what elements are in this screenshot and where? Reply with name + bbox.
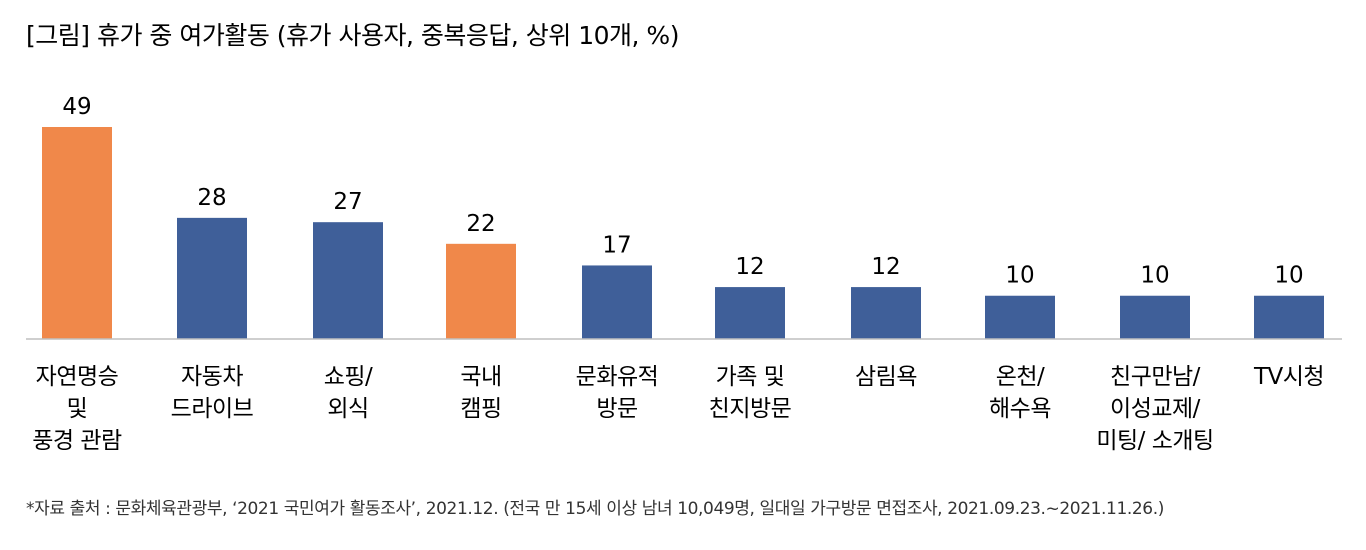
category-label-8-line-2: 해수욕 [989,396,1051,422]
value-label-9: 10 [1140,263,1169,289]
category-label-1-line-2: 및 [67,396,88,422]
bar-8 [985,295,1055,339]
category-label-5-line-2: 방문 [596,396,637,422]
bar-5 [582,265,652,339]
category-label-1-line-1: 자연명승 [36,364,119,390]
category-label-2-line-2: 드라이브 [171,396,254,422]
category-label-4-line-1: 국내 [460,364,501,390]
category-label-5-line-1: 문화유적 [576,364,659,390]
value-label-7: 12 [871,254,900,280]
bar-4 [446,243,516,339]
source-note: *자료 출처 : 문화체육관광부, ‘2021 국민여가 활동조사’, 2021… [26,499,1164,519]
value-label-10: 10 [1274,263,1303,289]
category-label-10-line-1: TV시청 [1253,364,1324,390]
bar-7 [851,287,921,339]
bar-2 [177,217,247,339]
category-label-3-line-1: 쇼핑/ [324,364,373,390]
category-label-3-line-2: 외식 [327,396,368,422]
chart-title: [그림] 휴가 중 여가활동 (휴가 사용자, 중복응답, 상위 10개, %) [26,21,679,50]
bar-6 [715,287,785,339]
value-label-4: 22 [466,211,495,237]
value-label-2: 28 [197,185,226,211]
value-label-3: 27 [333,189,362,215]
category-label-9-line-3: 미팅/ 소개팅 [1096,428,1213,454]
value-labels-layer: 49 28 27 22 17 12 12 10 10 10 [62,94,1303,289]
value-label-6: 12 [735,254,764,280]
bar-9 [1120,295,1190,339]
value-label-1: 49 [62,94,91,120]
category-label-2-line-1: 자동차 [181,364,243,390]
bars-layer [42,127,1324,339]
category-label-8-line-1: 온천/ [996,364,1045,390]
value-label-8: 10 [1005,263,1034,289]
bar-1 [42,127,112,339]
category-label-4-line-2: 캠핑 [460,396,501,422]
category-label-6-line-1: 가족 및 [716,364,785,390]
bar-10 [1254,295,1324,339]
bar-3 [313,222,383,339]
category-label-9-line-2: 이성교제/ [1110,396,1201,422]
category-label-6-line-2: 친지방문 [709,396,792,422]
value-label-5: 17 [602,232,631,258]
category-label-7-line-1: 삼림욕 [855,364,917,390]
category-label-9-line-1: 친구만남/ [1110,364,1201,390]
category-label-1-line-3: 풍경 관람 [32,428,122,454]
